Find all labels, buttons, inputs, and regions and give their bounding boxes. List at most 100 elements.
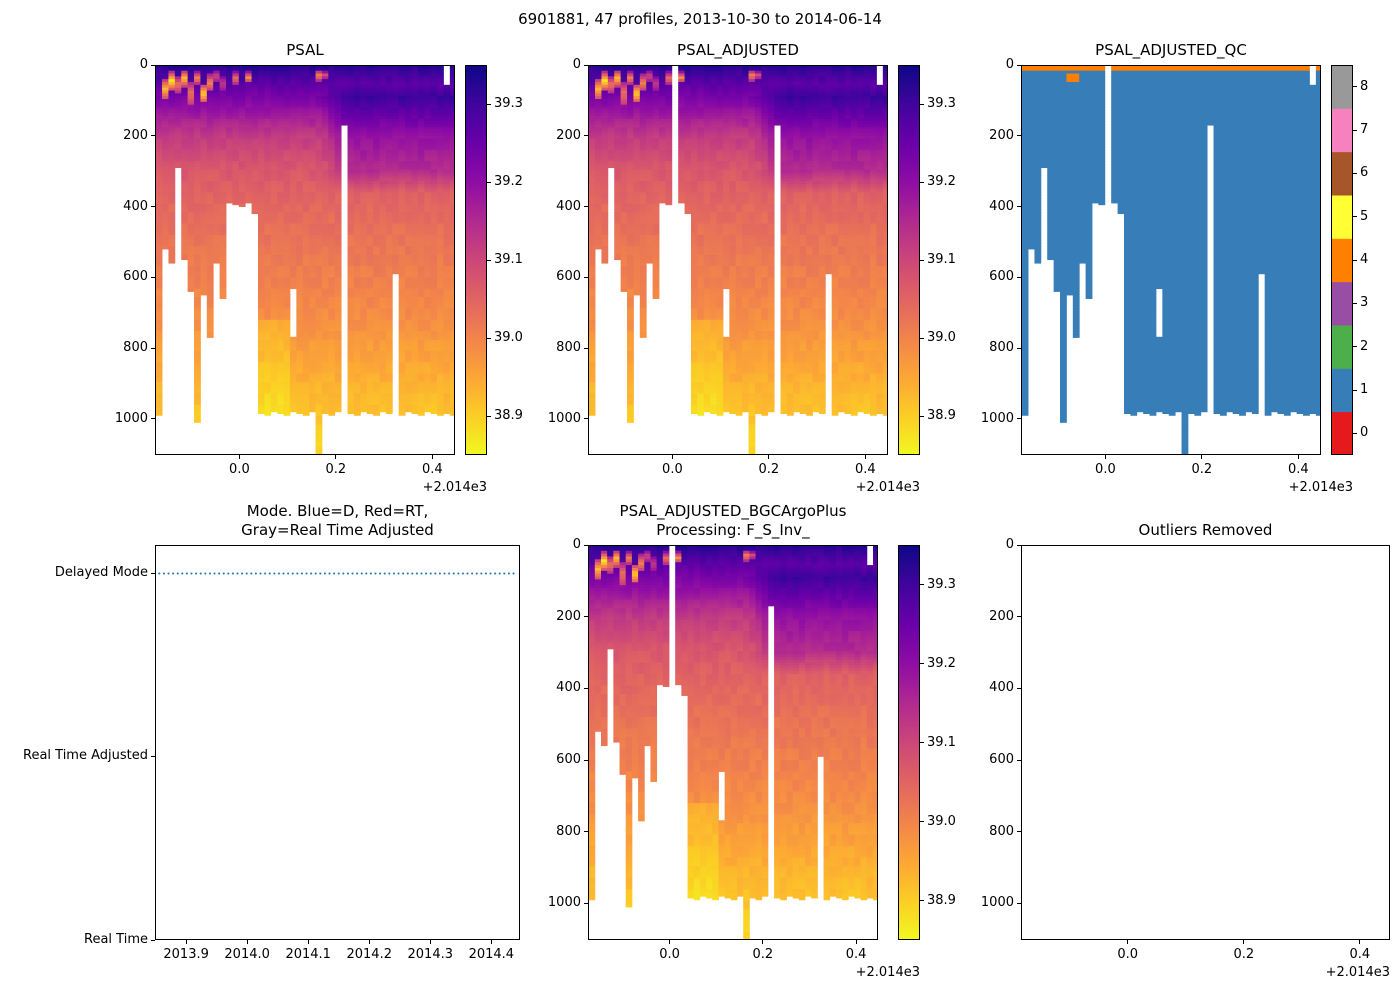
y-tick-mark [1017, 831, 1021, 833]
colorbar-tick-mark [1353, 346, 1357, 348]
y-tick-label: 800 [989, 823, 1014, 839]
y-tick-label: 400 [556, 680, 581, 696]
colorbar-tick-mark [487, 337, 491, 339]
x-tick-mark [1243, 940, 1245, 944]
x-tick-label: 0.4 [1349, 947, 1371, 962]
y-tick-mark [1017, 544, 1021, 546]
qc-heatmap [1021, 65, 1321, 455]
title-line: PSAL_ADJUSTED_BGCArgoPlus [619, 502, 847, 520]
colorbar-tick-label: 0 [1360, 425, 1369, 441]
y-tick-label: 1000 [547, 410, 581, 426]
psal-adjusted-title: PSAL_ADJUSTED [588, 41, 888, 60]
colorbar-tick-mark [1353, 432, 1357, 434]
colorbar-tick-label: 39.3 [927, 576, 956, 592]
y-tick-label: 0 [139, 57, 148, 72]
y-tick-mark [151, 347, 155, 349]
colorbar-tick-mark [920, 103, 924, 105]
y-tick-mark [1017, 206, 1021, 208]
psal-heatmap [155, 65, 455, 455]
colorbar-tick-label: 39.0 [927, 813, 956, 829]
colorbar-tick-mark [1353, 172, 1357, 174]
x-tick-mark [307, 940, 309, 944]
y-tick-label: 0 [1005, 537, 1014, 552]
y-tick-mark [584, 64, 588, 66]
psal-adjusted-heatmap [588, 65, 888, 455]
x-tick-mark [1359, 940, 1361, 944]
x-tick-mark [246, 940, 248, 944]
colorbar-tick-mark [487, 259, 491, 261]
colorbar-tick-label: 39.1 [927, 734, 956, 750]
y-tick-mark [1017, 616, 1021, 618]
x-tick-mark [368, 940, 370, 944]
y-tick-mark [584, 544, 588, 546]
y-tick-mark [584, 759, 588, 761]
colorbar-tick-mark [1353, 86, 1357, 88]
y-tick-label: 1000 [114, 410, 148, 426]
title-line: Mode. Blue=D, Red=RT, [246, 502, 429, 520]
category-tick-label: Real Time [84, 932, 148, 947]
y-tick-mark [151, 755, 155, 757]
title-line: PSAL_ADJUSTED_QC [1095, 41, 1247, 59]
x-tick-label: 0.4 [845, 947, 867, 962]
y-tick-label: 400 [989, 198, 1014, 214]
figure-title: 6901881, 47 profiles, 2013-10-30 to 2014… [518, 10, 882, 28]
colorbar-tick-mark [1353, 216, 1357, 218]
y-tick-label: 400 [989, 680, 1014, 696]
x-axis-offset-label: +2.014e3 [422, 480, 487, 495]
y-tick-label: 200 [556, 608, 581, 624]
x-tick-label: 0.0 [229, 462, 250, 477]
x-tick-mark [855, 940, 857, 944]
qc-colorbar [1331, 65, 1353, 455]
y-tick-mark [151, 276, 155, 278]
colorbar-tick-mark [920, 337, 924, 339]
colorbar-tick-label: 39.1 [927, 252, 956, 267]
colorbar-tick-label: 39.1 [494, 252, 523, 267]
x-axis-offset-label: +2.014e3 [1288, 480, 1353, 495]
colorbar-tick-label: 6 [1360, 165, 1369, 181]
y-tick-mark [584, 616, 588, 618]
y-tick-label: 800 [123, 340, 148, 356]
psal-colorbar [465, 65, 487, 455]
y-tick-mark [1017, 276, 1021, 278]
colorbar-tick-label: 38.9 [494, 408, 523, 423]
x-tick-mark [431, 455, 433, 459]
colorbar-tick-mark [1353, 302, 1357, 304]
y-tick-mark [584, 687, 588, 689]
x-tick-label: 0.0 [1117, 947, 1139, 962]
title-line: PSAL_ADJUSTED [677, 41, 799, 59]
x-tick-label: 2014.3 [407, 947, 454, 962]
x-tick-mark [671, 455, 673, 459]
colorbar-tick-mark [1353, 129, 1357, 131]
y-tick-label: 600 [556, 269, 581, 285]
y-tick-mark [584, 347, 588, 349]
x-tick-label: 0.2 [758, 462, 780, 477]
y-tick-label: 200 [123, 127, 148, 143]
x-tick-mark [1201, 455, 1203, 459]
y-tick-mark [584, 902, 588, 904]
y-tick-label: 600 [989, 269, 1014, 285]
x-tick-mark [768, 455, 770, 459]
y-tick-label: 200 [989, 127, 1014, 143]
colorbar-tick-label: 39.2 [927, 174, 956, 189]
colorbar-tick-label: 4 [1360, 252, 1369, 267]
colorbar-tick-mark [920, 742, 924, 743]
colorbar-tick-mark [1353, 259, 1357, 261]
y-tick-mark [1017, 687, 1021, 689]
colorbar-tick-mark [920, 584, 924, 585]
y-tick-label: 1000 [547, 895, 581, 911]
y-tick-label: 1000 [980, 410, 1014, 426]
x-tick-mark [1127, 940, 1129, 944]
colorbar-tick-label: 38.9 [927, 408, 956, 423]
colorbar-tick-label: 39.2 [494, 174, 523, 189]
colorbar-tick-mark [920, 181, 924, 183]
x-tick-label: 2014.2 [346, 947, 392, 962]
bgc-heatmap [588, 545, 878, 940]
y-tick-label: 400 [123, 198, 148, 214]
colorbar-tick-mark [920, 415, 924, 417]
y-tick-label: 200 [556, 127, 581, 143]
y-tick-label: 800 [556, 340, 581, 356]
colorbar-tick-mark [487, 181, 491, 183]
title-line: Gray=Real Time Adjusted [241, 521, 434, 539]
y-tick-mark [151, 206, 155, 208]
title-line: Outliers Removed [1138, 521, 1273, 539]
